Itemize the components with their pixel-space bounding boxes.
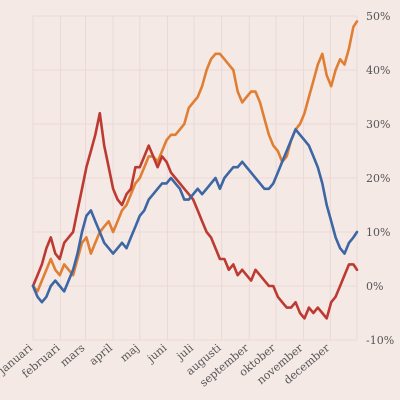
y-tick-label: 50% — [366, 10, 390, 23]
y-tick-label: 40% — [366, 64, 390, 77]
y-tick-label: 0% — [366, 280, 383, 293]
x-tick-label: april — [87, 341, 116, 368]
grid — [32, 15, 358, 341]
series-line-2 — [31, 111, 359, 320]
series-line-3 — [31, 128, 359, 304]
y-tick-label: 20% — [366, 172, 390, 185]
x-tick-label: juni — [143, 341, 169, 366]
y-tick-label: 10% — [366, 226, 390, 239]
y-tick-label: 30% — [366, 118, 390, 131]
x-tick-label: mars — [58, 341, 88, 369]
series-line-1 — [31, 20, 359, 293]
x-tick-label: maj — [118, 341, 142, 364]
series-lines — [31, 20, 359, 320]
y-axis-tick-labels: 50% 40% 30% 20% 10% 0% -10% — [366, 10, 394, 347]
y-tick-label: -10% — [366, 334, 394, 347]
